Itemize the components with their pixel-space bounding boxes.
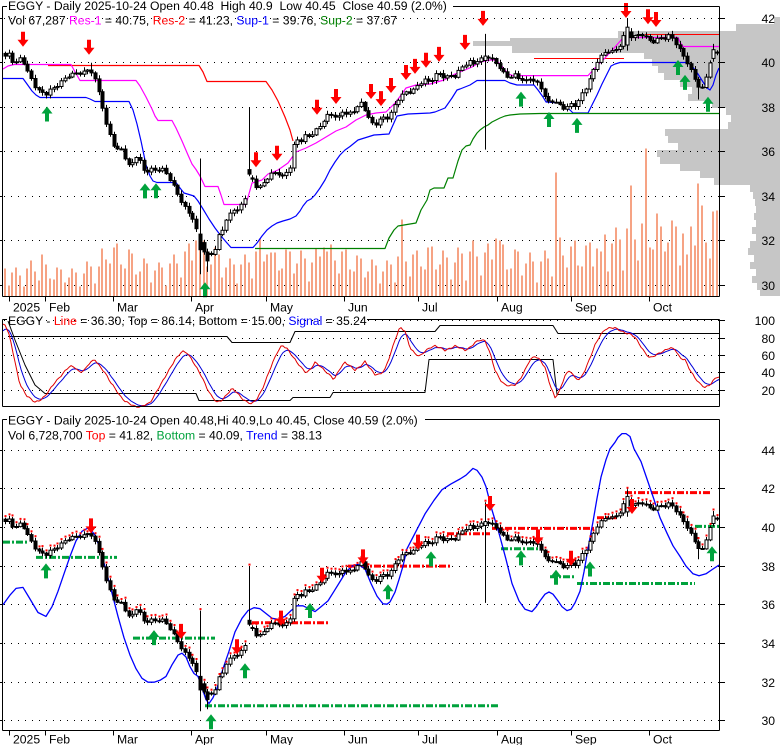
svg-text:2025: 2025	[13, 733, 40, 746]
svg-text:Feb: Feb	[49, 301, 70, 315]
svg-text:Jul: Jul	[422, 301, 438, 315]
svg-text:32: 32	[761, 234, 775, 248]
svg-text:Aug: Aug	[501, 301, 523, 315]
svg-text:Sep: Sep	[575, 301, 597, 315]
svg-text:May: May	[270, 301, 294, 315]
svg-text:Feb: Feb	[49, 733, 70, 746]
svg-text:Jul: Jul	[422, 733, 438, 746]
svg-text:30: 30	[761, 714, 775, 728]
svg-text:Vol 6,728,700 Top = 41.82, Bot: Vol 6,728,700 Top = 41.82, Bottom = 40.0…	[8, 429, 322, 443]
svg-text:Apr: Apr	[195, 301, 214, 315]
svg-text:100: 100	[755, 314, 776, 328]
svg-text:Jun: Jun	[348, 301, 368, 315]
svg-text:20: 20	[761, 384, 775, 398]
svg-text:Oct: Oct	[653, 733, 673, 746]
svg-text:40: 40	[761, 56, 775, 70]
svg-text:42: 42	[761, 12, 775, 26]
svg-text:30: 30	[761, 279, 775, 293]
svg-text:32: 32	[761, 676, 775, 690]
svg-text:34: 34	[761, 637, 775, 651]
svg-text:Mar: Mar	[117, 733, 138, 746]
svg-text:44: 44	[761, 444, 775, 458]
svg-text:EGGY - Daily 2025-10-24 Open 4: EGGY - Daily 2025-10-24 Open 40.48 High …	[8, 0, 447, 13]
svg-text:40: 40	[761, 366, 775, 380]
svg-text:Oct: Oct	[653, 301, 673, 315]
svg-text:38: 38	[761, 560, 775, 574]
svg-text:36: 36	[761, 145, 775, 159]
svg-text:Sep: Sep	[575, 733, 597, 746]
svg-text:2025: 2025	[13, 301, 40, 315]
svg-text:40: 40	[761, 521, 775, 535]
svg-text:Apr: Apr	[195, 733, 214, 746]
svg-text:60: 60	[761, 349, 775, 363]
svg-text:36: 36	[761, 598, 775, 612]
svg-text:Vol 67,287 Res-1 = 40.75, Res-: Vol 67,287 Res-1 = 40.75, Res-2 = 41.23,…	[8, 14, 397, 28]
svg-text:80: 80	[761, 332, 775, 346]
svg-text:EGGY - Line = 36.30, Top = 86.: EGGY - Line = 36.30, Top = 86.14, Bottom…	[8, 314, 367, 328]
svg-text:42: 42	[761, 482, 775, 496]
svg-text:May: May	[270, 733, 294, 746]
svg-text:Jun: Jun	[348, 733, 368, 746]
svg-text:34: 34	[761, 190, 775, 204]
svg-text:Aug: Aug	[501, 733, 523, 746]
svg-text:EGGY - Daily 2025-10-24 Open 4: EGGY - Daily 2025-10-24 Open 40.48,Hi 40…	[8, 414, 418, 428]
svg-text:Mar: Mar	[117, 301, 138, 315]
svg-text:38: 38	[761, 101, 775, 115]
